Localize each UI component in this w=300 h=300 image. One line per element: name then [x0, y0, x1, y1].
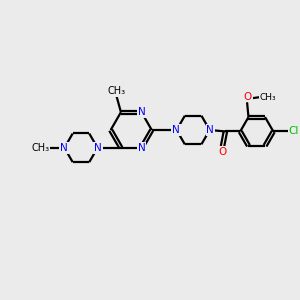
Text: CH₃: CH₃ — [260, 93, 276, 102]
Text: CH₃: CH₃ — [108, 86, 126, 96]
Text: N: N — [60, 143, 68, 153]
Text: N: N — [138, 143, 146, 153]
Text: N: N — [94, 143, 102, 153]
Text: CH₃: CH₃ — [31, 143, 49, 153]
Text: O: O — [244, 92, 252, 102]
Text: Cl: Cl — [289, 126, 299, 136]
Text: O: O — [218, 147, 227, 157]
Text: N: N — [206, 125, 214, 135]
Text: N: N — [172, 125, 180, 135]
Text: N: N — [138, 107, 146, 117]
